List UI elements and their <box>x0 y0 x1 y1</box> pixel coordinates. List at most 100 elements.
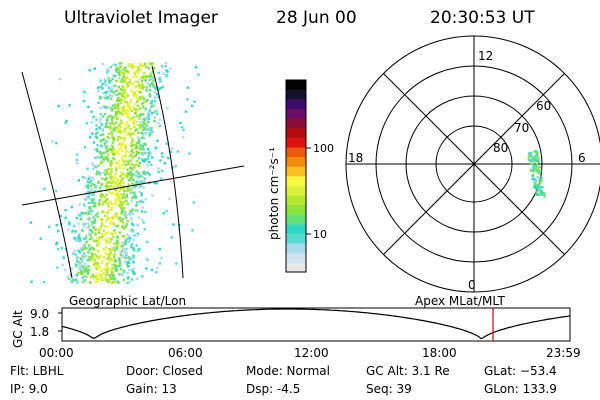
aurora-pixel <box>110 264 114 267</box>
aurora-pixel <box>138 186 141 189</box>
aurora-pixel <box>110 168 113 171</box>
aurora-pixel <box>119 183 122 187</box>
aurora-pixel <box>147 127 150 131</box>
aurora-pixel <box>74 253 77 256</box>
aurora-pixel <box>111 153 115 156</box>
aurora-pixel <box>106 272 109 275</box>
aurora-pixel <box>113 214 116 218</box>
aurora-pixel <box>142 170 146 173</box>
aurora-pixel <box>125 252 128 255</box>
aurora-pixel <box>153 96 156 99</box>
aurora-pixel <box>119 273 122 276</box>
aurora-pixel <box>120 158 124 161</box>
aurora-pixel <box>106 202 109 205</box>
aurora-pixel <box>105 172 109 175</box>
aurora-pixel <box>127 112 130 116</box>
aurora-pixel <box>61 263 64 266</box>
aurora-pixel <box>122 201 125 205</box>
aurora-pixel <box>102 211 105 214</box>
aurora-pixel <box>104 157 107 161</box>
aurora-pixel <box>122 80 125 83</box>
aurora-pixel <box>143 151 147 154</box>
aurora-pixel <box>127 179 131 182</box>
aurora-pixel <box>118 259 121 263</box>
aurora-pixel <box>150 101 153 104</box>
aurora-pixel <box>86 186 90 190</box>
aurora-pixel <box>127 258 131 262</box>
aurora-pixel <box>146 171 149 174</box>
aurora-pixel <box>96 144 99 147</box>
aurora-pixel <box>153 100 157 103</box>
aurora-pixel <box>135 108 138 112</box>
aurora-pixel <box>139 121 143 124</box>
aurora-pixel <box>131 173 134 177</box>
aurora-pixel <box>123 71 126 75</box>
aurora-pixel <box>114 231 117 234</box>
aurora-pixel <box>130 131 133 134</box>
aurora-pixel <box>184 110 188 113</box>
aurora-pixel <box>55 223 58 227</box>
aurora-pixel <box>128 133 131 136</box>
aurora-pixel <box>100 139 103 142</box>
aurora-pixel <box>110 185 113 188</box>
aurora-pixel <box>91 217 94 220</box>
aurora-pixel <box>161 85 165 88</box>
aurora-pixel <box>120 179 123 182</box>
aurora-pixel <box>103 239 106 242</box>
aurora-pixel <box>120 137 123 140</box>
colorbar-band <box>286 137 306 148</box>
aurora-pixel <box>130 142 133 145</box>
aurora-pixel <box>139 147 142 151</box>
aurora-pixel <box>137 68 141 71</box>
aurora-pixel <box>132 151 135 154</box>
aurora-pixel <box>131 168 134 171</box>
aurora-pixel <box>109 125 112 128</box>
aurora-pixel <box>165 74 168 77</box>
aurora-pixel <box>122 193 125 196</box>
aurora-pixel <box>126 94 129 97</box>
aurora-pixel <box>133 193 137 197</box>
aurora-pixel <box>133 107 136 111</box>
aurora-pixel <box>84 266 88 269</box>
time-label: 20:30:53 UT <box>430 8 535 28</box>
colorbar-band <box>286 262 306 273</box>
aurora-pixel-polar <box>538 171 541 174</box>
aurora-pixel <box>120 212 124 215</box>
aurora-pixel <box>88 136 92 139</box>
map-parallel <box>21 165 245 206</box>
aurora-pixel <box>107 115 110 119</box>
aurora-pixel <box>85 122 88 125</box>
aurora-pixel <box>137 176 141 179</box>
aurora-pixel <box>115 194 118 198</box>
aurora-pixel-polar <box>534 157 538 161</box>
aurora-pixel <box>132 75 135 78</box>
aurora-pixel <box>109 222 112 226</box>
aurora-pixel <box>141 275 144 278</box>
aurora-pixel <box>115 215 118 219</box>
aurora-pixel <box>120 147 123 151</box>
aurora-pixel <box>87 105 90 108</box>
aurora-pixel <box>121 209 124 212</box>
aurora-pixel <box>90 209 94 213</box>
aurora-pixel <box>126 115 129 118</box>
aurora-pixel <box>124 76 128 79</box>
aurora-pixel <box>128 80 132 84</box>
aurora-pixel-polar <box>536 187 539 190</box>
aurora-pixel <box>86 167 89 171</box>
aurora-pixel <box>118 264 121 268</box>
aurora-pixel <box>110 273 114 277</box>
aurora-pixel <box>151 82 154 85</box>
aurora-pixel <box>111 144 114 147</box>
aurora-pixel <box>119 131 122 134</box>
aurora-pixel <box>161 66 164 69</box>
aurora-pixel <box>128 188 132 191</box>
aurora-pixel <box>145 127 149 130</box>
aurora-pixel <box>132 105 135 109</box>
aurora-pixel <box>144 117 147 120</box>
aurora-pixel <box>135 170 138 173</box>
aurora-pixel <box>154 87 157 90</box>
aurora-pixel <box>123 190 126 193</box>
aurora-pixel <box>124 163 127 167</box>
aurora-pixel <box>106 225 109 229</box>
aurora-pixel <box>112 158 116 161</box>
